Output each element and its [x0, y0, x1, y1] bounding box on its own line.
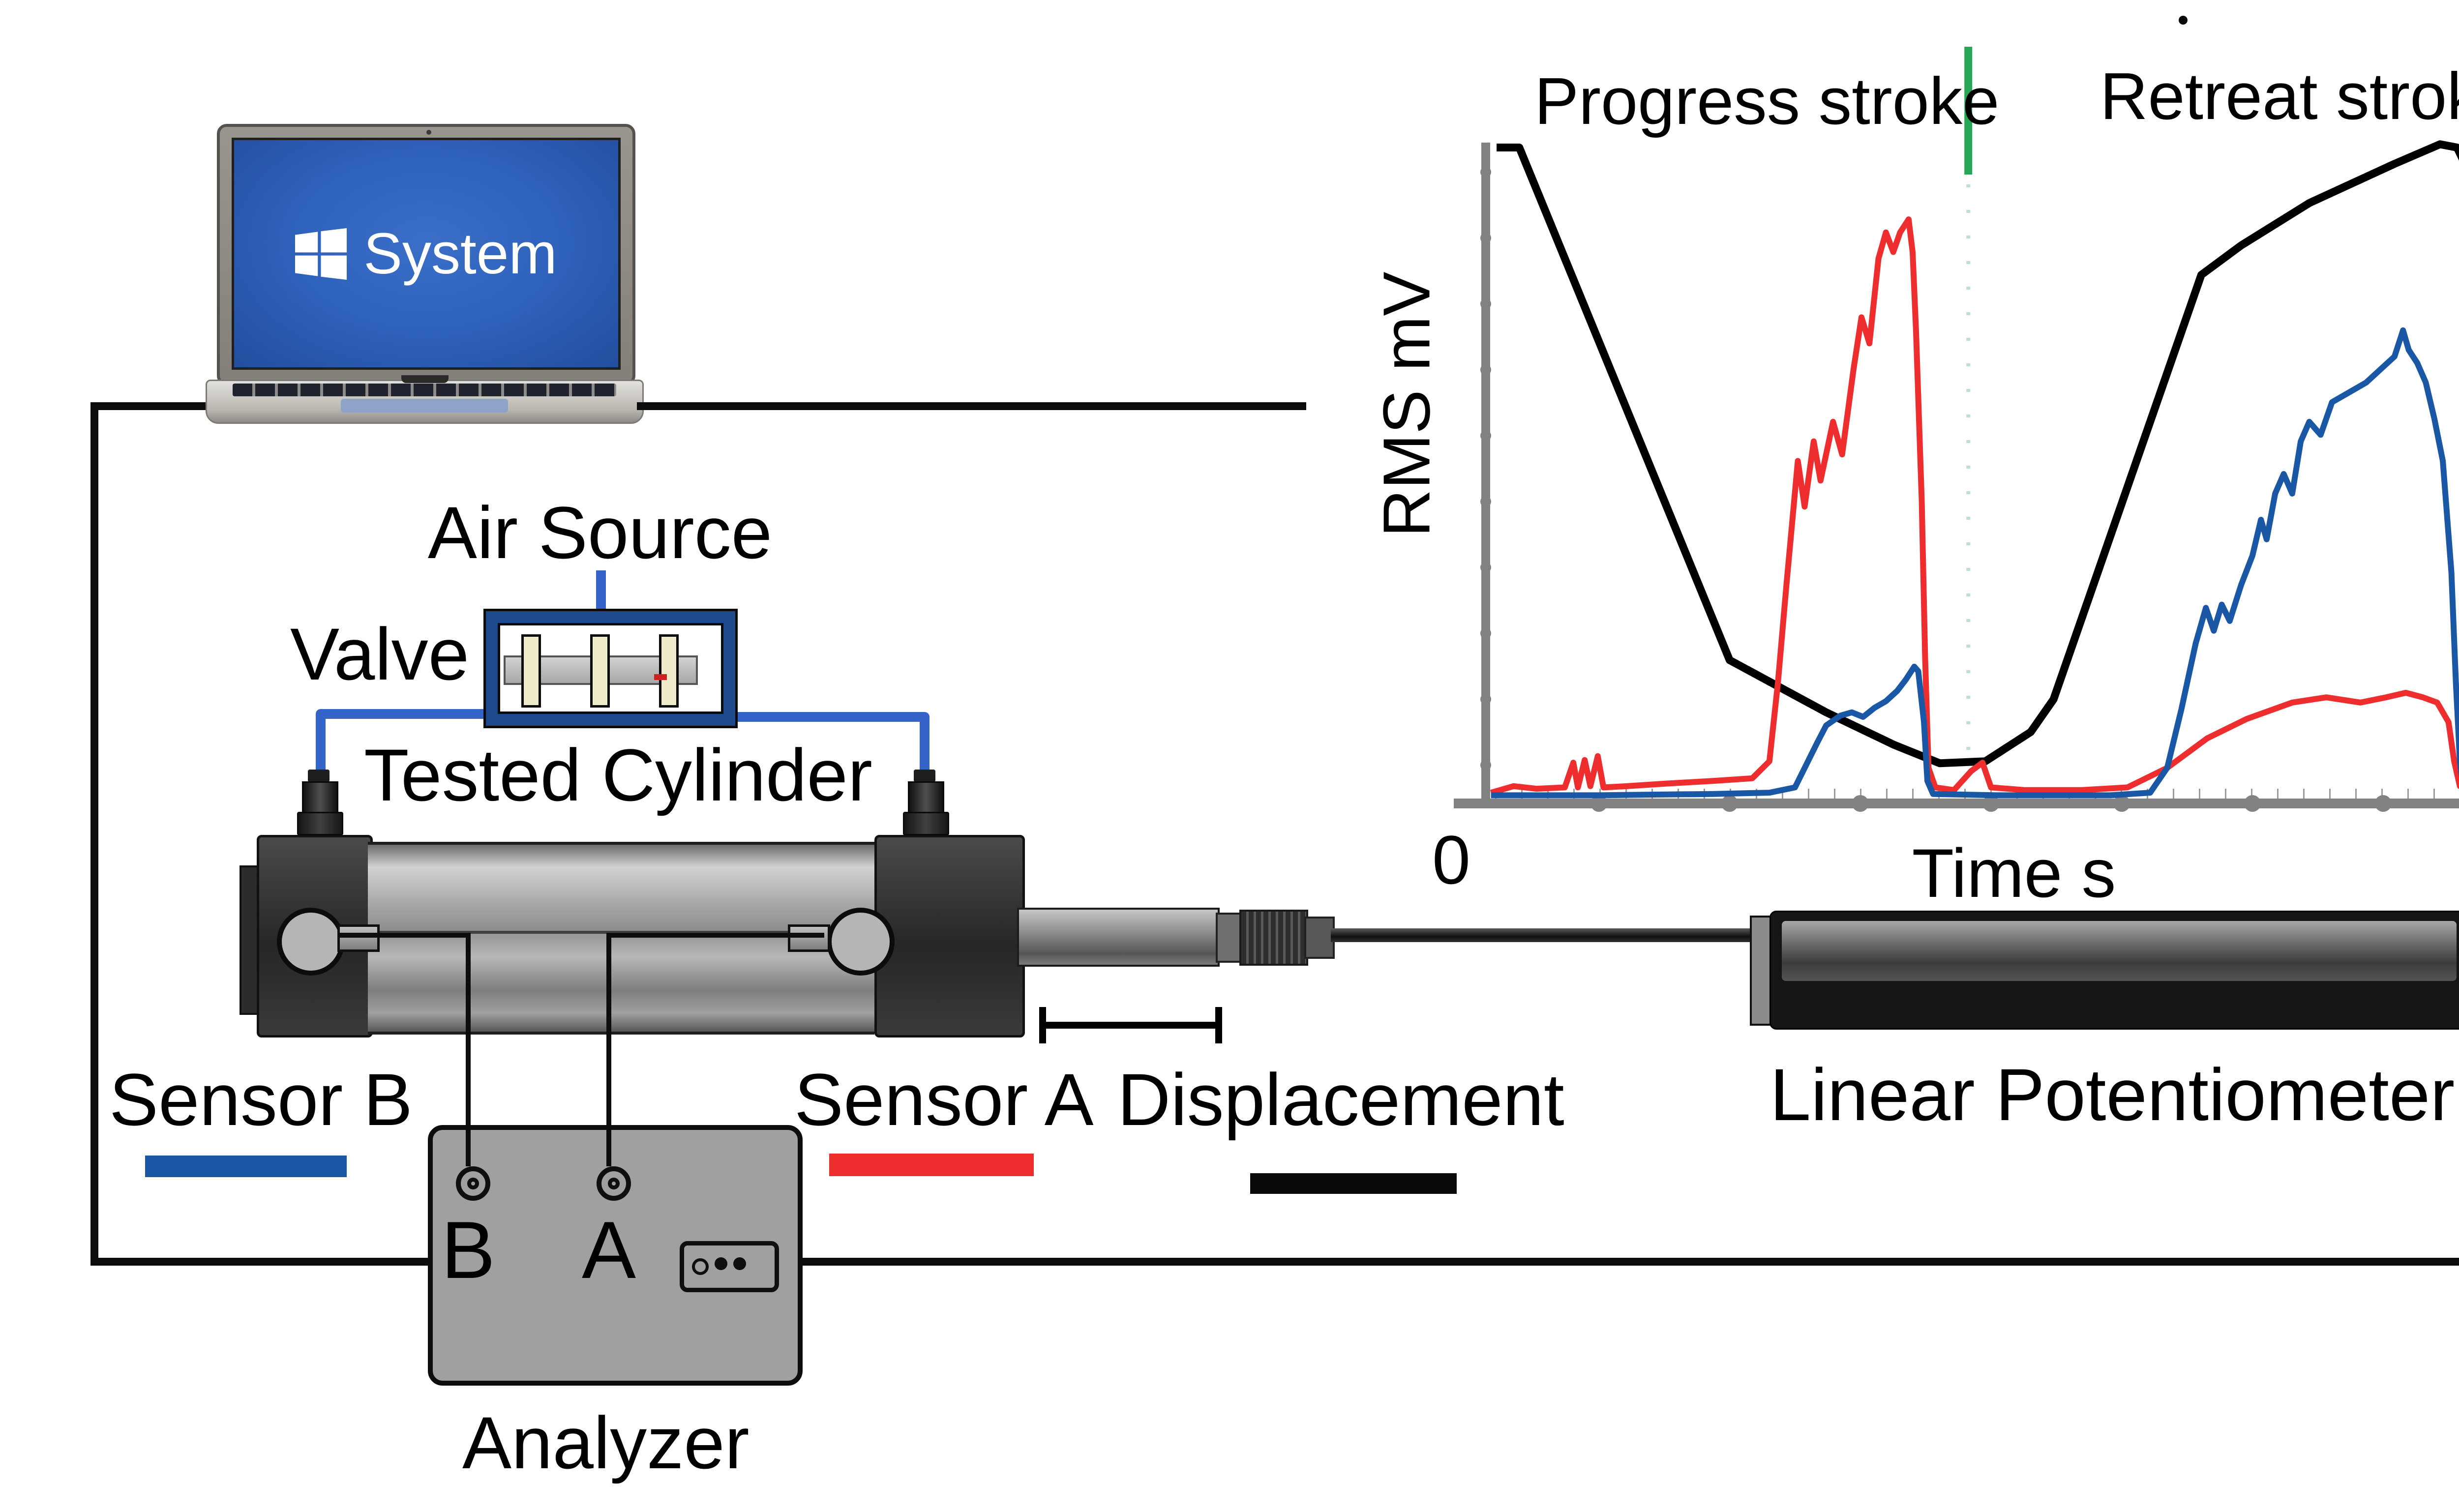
- axis-tick-dot: [1480, 694, 1491, 705]
- fitting-cap: [914, 770, 935, 782]
- tested-cylinder-label: Tested Cylinder: [364, 734, 872, 816]
- sensor-a-mount: [827, 908, 895, 976]
- cylinder-seam: [368, 930, 874, 934]
- axis-tick-dot: [1852, 795, 1869, 812]
- axis-tick-dot: [1480, 167, 1491, 178]
- webcam-icon: [426, 130, 431, 135]
- valve-port-bar: [590, 634, 610, 708]
- axis-tick-dot: [1480, 298, 1491, 309]
- piston-rod: [1017, 908, 1220, 967]
- retreat-stroke-label: Retreat stroke: [2100, 59, 2459, 133]
- sensor-a-legend-swatch: [829, 1154, 1034, 1176]
- sensor-a-probe: [788, 924, 830, 952]
- axis-tick-dot: [1480, 233, 1491, 243]
- connecting-shaft: [1331, 928, 1754, 942]
- usb-port-icon: [680, 1241, 779, 1292]
- potentiometer-body: [1769, 911, 2459, 1030]
- axis-tick-dot: [1982, 795, 2000, 812]
- axis-tick-dot: [1721, 795, 1738, 812]
- fitting-nut: [302, 781, 338, 816]
- axis-tick-dot: [1480, 562, 1491, 573]
- valve-port-bar: [521, 634, 541, 708]
- laptop-screen-bezel: System: [217, 124, 635, 385]
- axis-tick-dot: [2374, 795, 2392, 812]
- valve-body: [486, 611, 735, 726]
- air-source-label: Air Source: [427, 491, 773, 574]
- axis-tick-dot: [1480, 430, 1491, 441]
- windows-logo-icon: [295, 228, 347, 280]
- sensor-a-label: Sensor A: [794, 1058, 1094, 1141]
- terminal-b: [456, 1166, 490, 1201]
- sensor-b-label: Sensor B: [109, 1058, 413, 1141]
- laptop-analyzer-cable: [90, 402, 433, 1266]
- terminal-a-label: A: [582, 1205, 636, 1295]
- axis-tick-dots: [1480, 167, 2392, 812]
- chart-x-axis: [1454, 799, 2459, 808]
- fitting-base: [297, 812, 343, 835]
- cylinder-port-fitting-right: [903, 770, 949, 835]
- sensor-a-curve: [1490, 216, 2459, 796]
- analyzer-potentiometer-cable: [777, 1258, 2459, 1266]
- axis-tick-dot: [2244, 795, 2261, 812]
- analyzer-label: Analyzer: [462, 1401, 750, 1484]
- displacement-legend-swatch: [1250, 1173, 1457, 1194]
- axis-tick-dot: [1480, 364, 1491, 375]
- valve-label: Valve: [290, 613, 470, 695]
- displacement-curve: [1497, 140, 2459, 768]
- displacement-bracket: [1039, 1007, 1222, 1043]
- axis-tick-dot: [1480, 496, 1491, 507]
- axis-tick-dot: [1480, 628, 1491, 639]
- usb-pin-icon: [733, 1257, 746, 1270]
- axis-tick-dot: [1480, 760, 1491, 771]
- axis-tick-dot: [2113, 795, 2130, 812]
- terminal-b-label: B: [441, 1205, 496, 1295]
- sensor-signal-wires: [338, 933, 824, 1166]
- stray-dot: [2179, 16, 2188, 25]
- axis-tick-dot: [1590, 795, 1608, 812]
- laptop-touchpad: [341, 399, 508, 413]
- potentiometer-sleeve: [1782, 921, 2457, 981]
- x-tick-0: 0: [1432, 821, 1470, 898]
- laptop-base: [206, 375, 644, 424]
- usb-hole-icon: [692, 1258, 709, 1275]
- terminal-a: [597, 1166, 631, 1201]
- y-axis-label: RMS mV: [1369, 271, 1444, 537]
- rod-coupling-threaded: [1239, 910, 1308, 966]
- x-axis-label: Time s: [1912, 834, 2116, 912]
- fitting-base: [903, 812, 949, 835]
- laptop-keyboard: [233, 384, 616, 396]
- usb-pin-icon: [715, 1257, 727, 1270]
- valve-indicator: [654, 674, 667, 680]
- laptop-hinge-latch: [401, 375, 449, 383]
- progress-stroke-label: Progress stroke: [1534, 64, 2000, 138]
- sensor-b-probe: [337, 924, 380, 952]
- sensor-b-curve: [1491, 327, 2459, 799]
- laptop-screen-label: System: [363, 221, 557, 286]
- cylinder-port-fitting-left: [297, 770, 343, 835]
- displacement-label: Displacement: [1117, 1058, 1564, 1141]
- laptop-screen: System: [232, 138, 621, 370]
- valve-port-bar: [659, 634, 679, 708]
- sensor-b-legend-swatch: [145, 1156, 347, 1177]
- linear-potentiometer-label: Linear Potentiometer: [1769, 1053, 2455, 1136]
- fitting-cap: [308, 770, 330, 782]
